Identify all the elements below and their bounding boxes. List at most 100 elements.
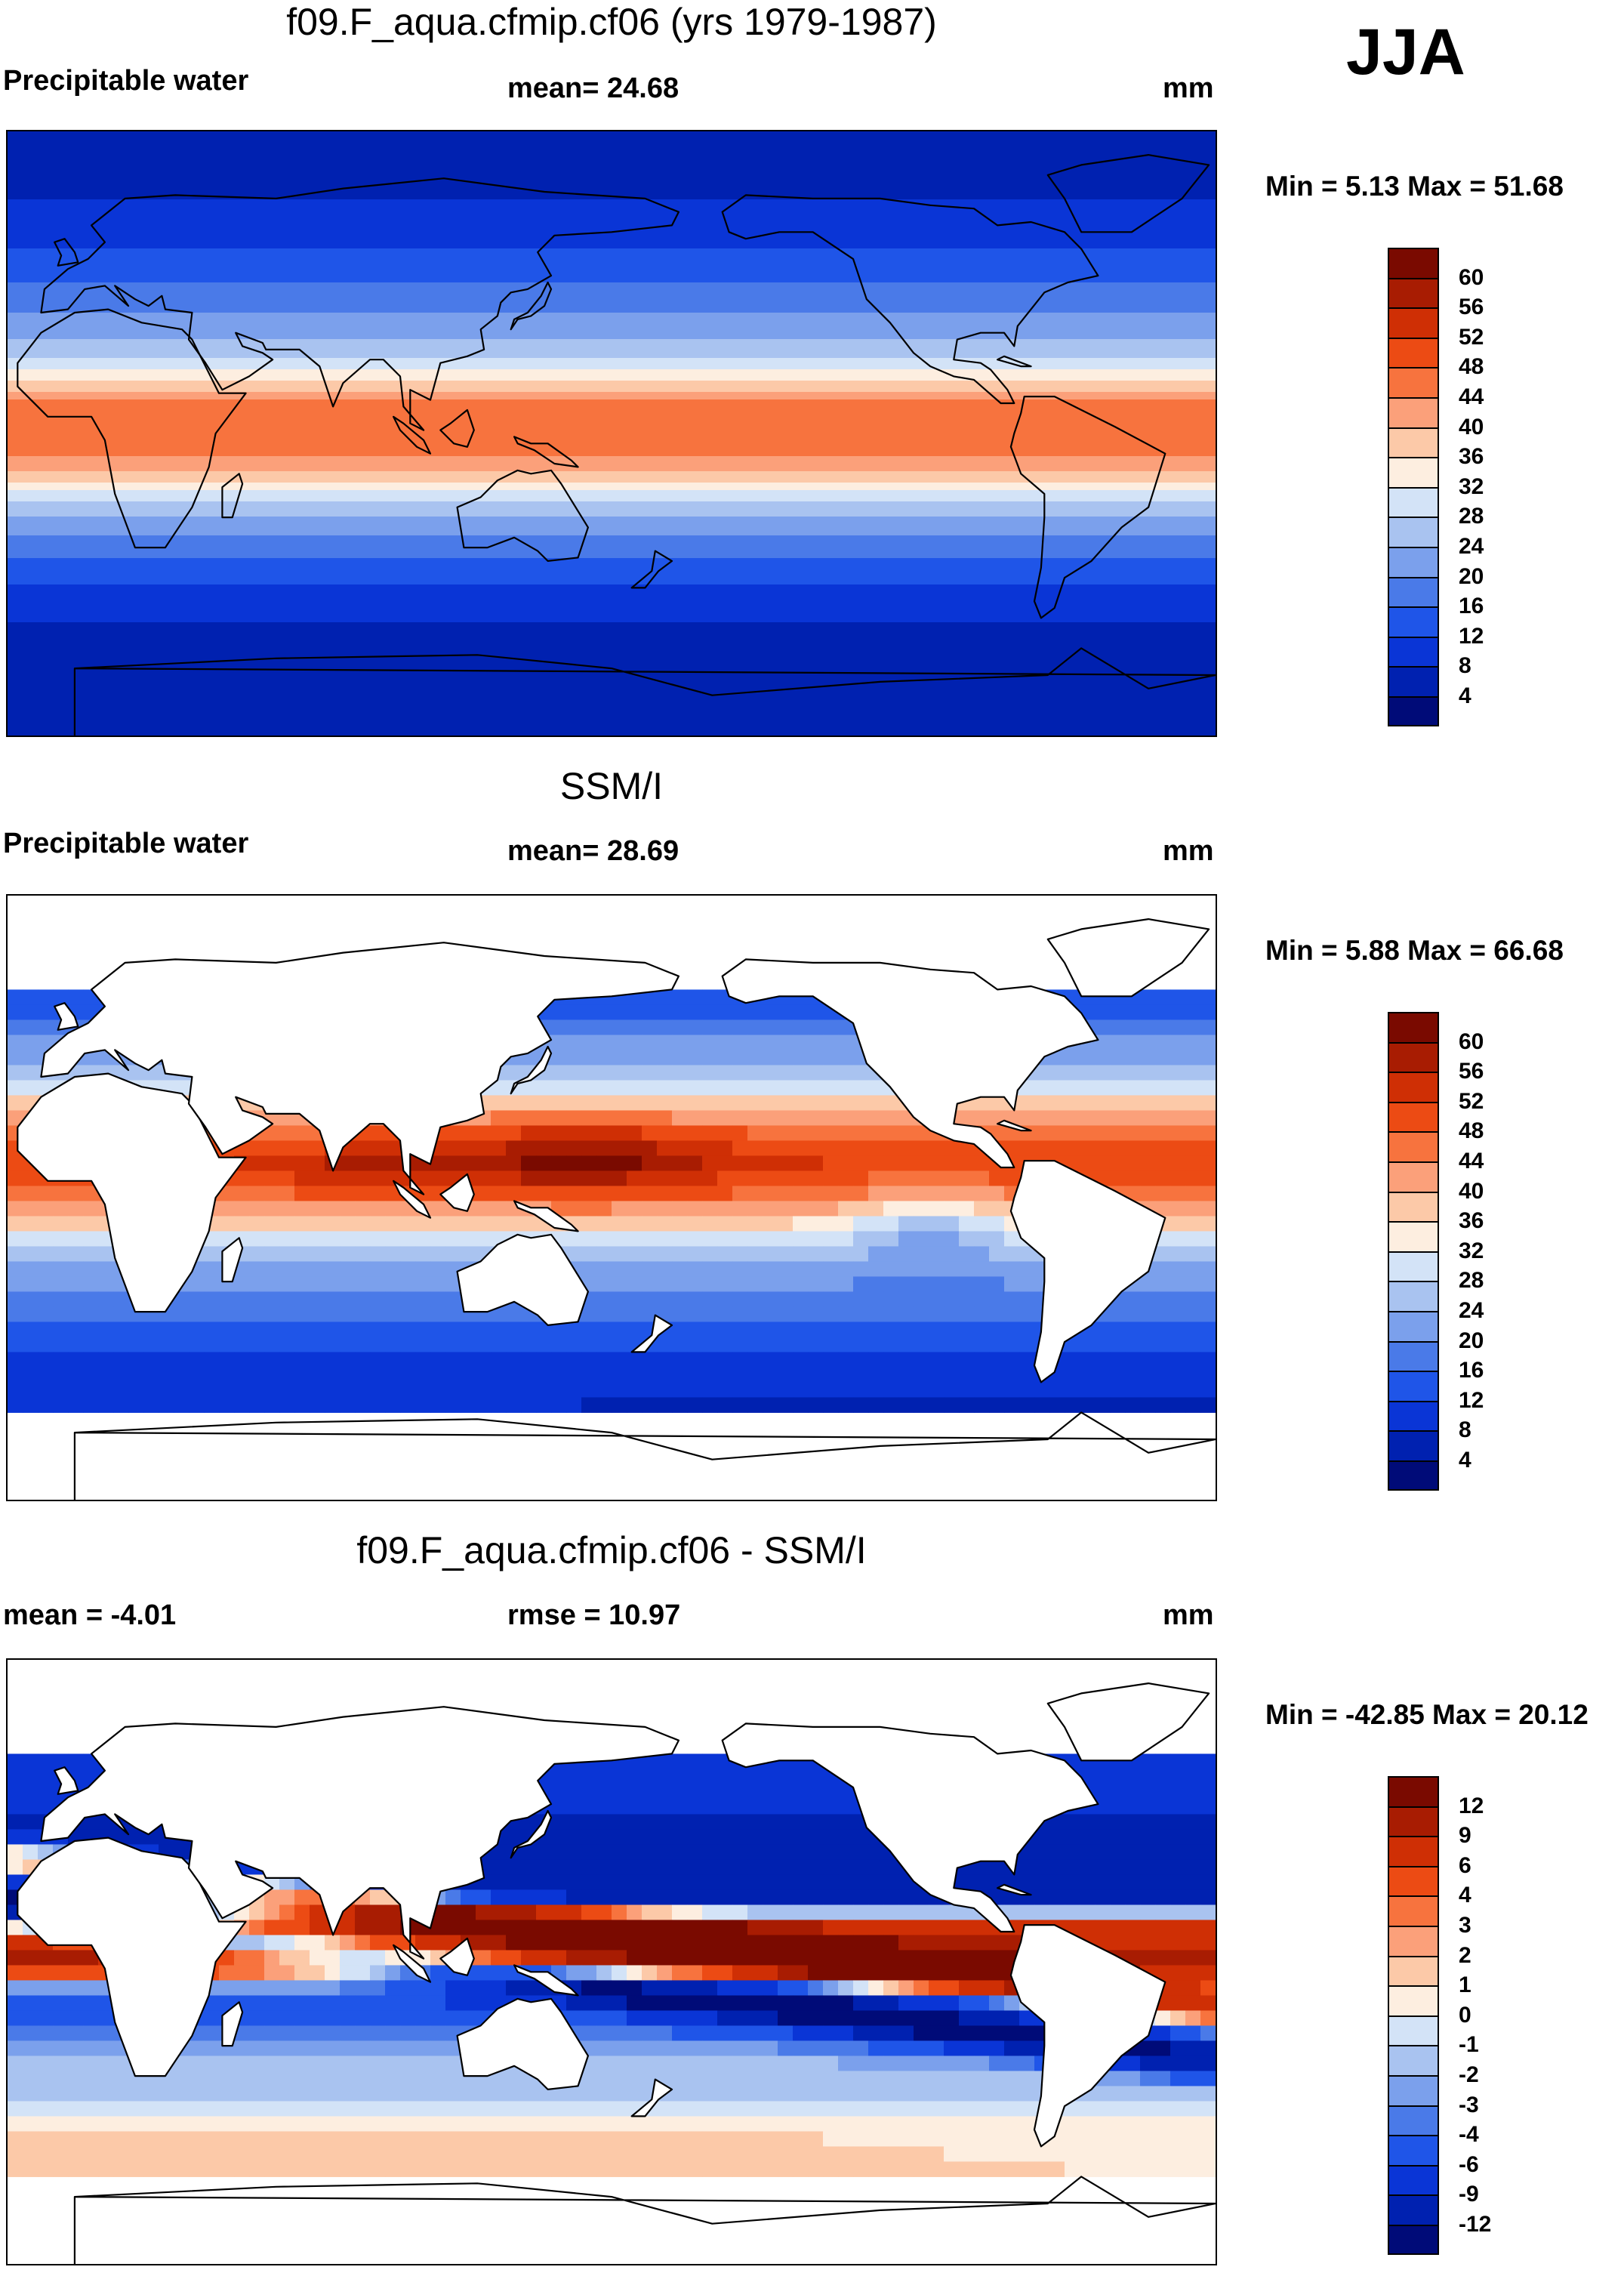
field-cell (1170, 2040, 1186, 2056)
field-cell (23, 1799, 39, 1815)
field-cell (1125, 1110, 1141, 1126)
field-cell (1140, 1322, 1156, 1337)
field-cell (83, 2161, 99, 2177)
field-cell (657, 1080, 673, 1096)
coastline-uk (54, 1766, 79, 1795)
field-cell (128, 1397, 144, 1413)
field-cell (83, 1216, 99, 1232)
coastline-sumatra (393, 1180, 432, 1219)
field-cell (702, 2146, 718, 2162)
field-cell (898, 1337, 914, 1352)
field-cell (98, 1276, 114, 1292)
field-cell (23, 1004, 39, 1020)
field-cell (68, 1337, 84, 1352)
field-cell (974, 2086, 990, 2102)
field-cell (325, 1201, 341, 1217)
field-cell (400, 1231, 416, 1247)
field-cell (1155, 1352, 1171, 1368)
field-cell (778, 2116, 794, 2132)
field-cell (883, 1965, 899, 1981)
field-cell (1019, 1306, 1035, 1322)
field-cell (808, 1920, 824, 1935)
field-cell (989, 2146, 1005, 2162)
field-cell (747, 1844, 763, 1860)
field-cell (1034, 2161, 1050, 2177)
field-cell (672, 1306, 688, 1322)
field-cell (8, 989, 23, 1005)
field-cell (763, 1995, 778, 2011)
field-cell (672, 1110, 688, 1126)
field-cell (415, 2040, 431, 2056)
field-cell (1019, 1382, 1035, 1398)
field-cell (128, 2131, 144, 2147)
field-cell (808, 1844, 824, 1860)
field-cell (98, 1306, 114, 1322)
field-cell (340, 2040, 356, 2056)
field-cell (1095, 1322, 1111, 1337)
field-cell (914, 1186, 929, 1201)
field-cell (536, 1337, 552, 1352)
field-cell (370, 1352, 386, 1368)
field-cell (793, 1050, 809, 1066)
field-cell (8, 1065, 23, 1081)
field-cell (128, 1367, 144, 1383)
field-cell (385, 2056, 401, 2071)
field-cell (1185, 1276, 1201, 1292)
field-cell (793, 1306, 809, 1322)
field-cell (747, 2040, 763, 2056)
field-cell (657, 1337, 673, 1352)
field-cell (793, 1814, 809, 1830)
field-cell (355, 1904, 371, 1920)
colorbar-tick-label: 28 (1459, 1268, 1484, 1294)
field-cell (823, 1337, 839, 1352)
field-cell (763, 1889, 778, 1905)
field-cell (1200, 1965, 1216, 1981)
field-cell (853, 1920, 869, 1935)
field-cell (702, 1322, 718, 1337)
field-cell (702, 1859, 718, 1875)
field-cell (717, 2040, 733, 2056)
field-cell (1200, 1216, 1216, 1232)
field-cell (687, 1050, 703, 1066)
field-cell (793, 1397, 809, 1413)
field-cell (294, 2025, 310, 2041)
field-cell (838, 1814, 854, 1830)
field-cell (1170, 1276, 1186, 1292)
field-cell (521, 1155, 537, 1171)
field-cell (1110, 1155, 1126, 1171)
colorbar-tick-label: 4 (1459, 1448, 1471, 1473)
field-cell (310, 1261, 325, 1277)
field-cell (506, 1065, 522, 1081)
field-cell (702, 2086, 718, 2102)
field-cell (1019, 2116, 1035, 2132)
field-cell (1049, 2146, 1065, 2162)
field-cell (989, 1995, 1005, 2011)
field-cell (1034, 1829, 1050, 1845)
field-cell (989, 2071, 1005, 2086)
field-cell (566, 1140, 582, 1156)
field-cell (672, 1095, 688, 1111)
field-cell (1200, 2101, 1216, 2117)
field-cell (1170, 1935, 1186, 1951)
field-cell (279, 1170, 295, 1186)
field-cell (642, 1201, 658, 1217)
field-cell (1185, 1004, 1201, 1020)
field-cell (596, 1186, 612, 1201)
field-cell (793, 1004, 809, 1020)
field-cell (476, 1201, 492, 1217)
field-cell (400, 1367, 416, 1383)
field-cell (128, 1352, 144, 1368)
field-cell (38, 1352, 54, 1368)
field-cell (747, 1397, 763, 1413)
field-cell (8, 2040, 23, 2056)
field-cell (445, 1980, 461, 1996)
field-cell (1185, 1784, 1201, 1800)
field-cell (763, 1095, 778, 1111)
field-cell (415, 1397, 431, 1413)
field-cell (1140, 2131, 1156, 2147)
field-cell (566, 1050, 582, 1066)
field-cell (596, 2086, 612, 2102)
colorbar-swatch (1388, 2225, 1439, 2256)
field-cell (370, 1322, 386, 1337)
field-cell (113, 2101, 129, 2117)
